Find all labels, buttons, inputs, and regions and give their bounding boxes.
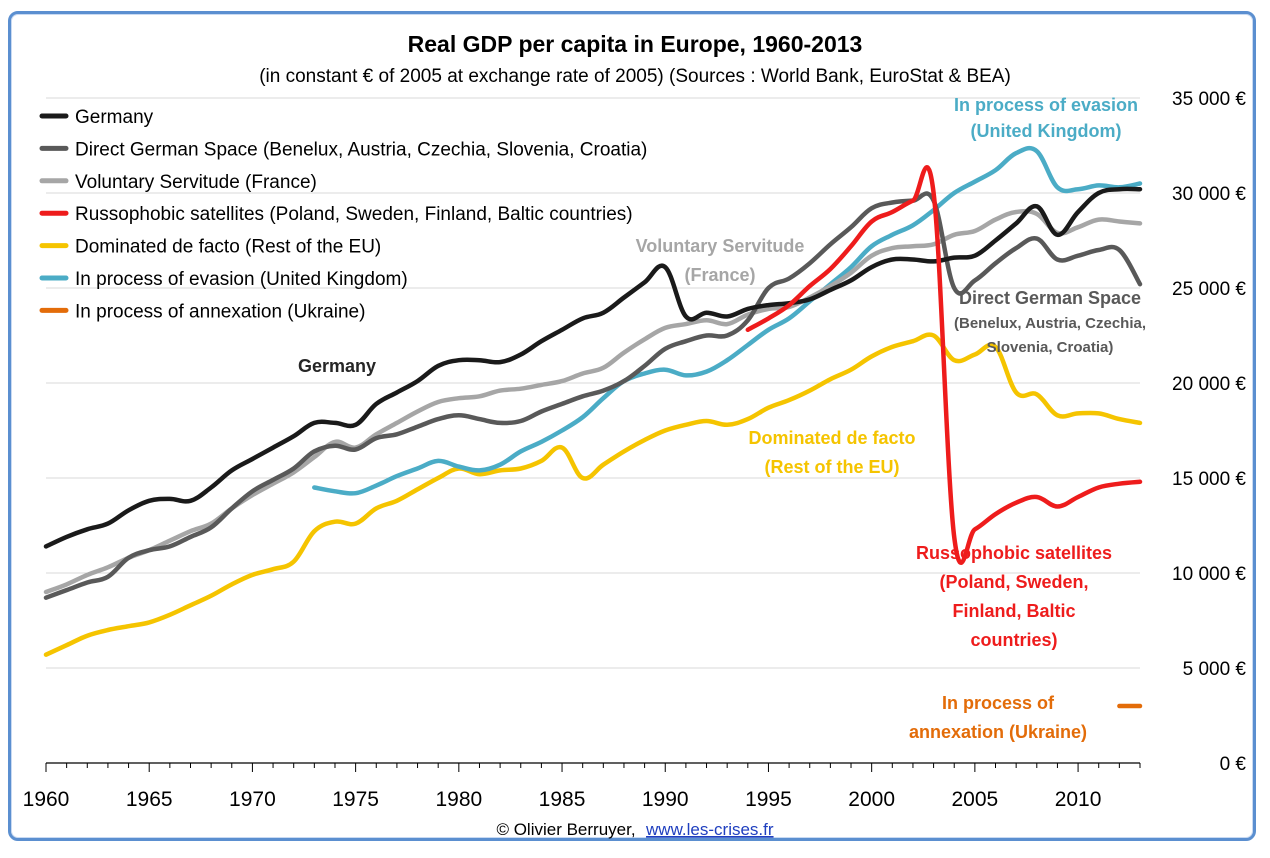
annotation-line: Slovenia, Croatia) bbox=[987, 339, 1114, 356]
series-line-5 bbox=[312, 145, 1143, 496]
gridlines bbox=[46, 97, 1140, 669]
x-tick-label: 2000 bbox=[848, 788, 895, 811]
annotation-line: countries) bbox=[970, 630, 1057, 650]
series-line-0 bbox=[43, 186, 1143, 549]
annotation-line: Russophobic satellites bbox=[916, 543, 1112, 563]
legend-label: In process of annexation (Ukraine) bbox=[75, 301, 365, 322]
annotation-line: Dominated de facto bbox=[748, 428, 915, 448]
y-tick-label: 10 000 € bbox=[1172, 564, 1246, 585]
annotation-line: Direct German Space bbox=[959, 288, 1141, 308]
x-tick-label: 2005 bbox=[952, 788, 999, 811]
x-tick-label: 1985 bbox=[539, 788, 586, 811]
x-tick-label: 1995 bbox=[745, 788, 792, 811]
annotation-line: Germany bbox=[298, 356, 376, 376]
annotation-line: (Rest of the EU) bbox=[765, 457, 900, 477]
annotation-label: Russophobic satellites (Poland, Sweden, Fi… bbox=[916, 543, 1112, 650]
annotation-line: Finland, Baltic bbox=[952, 601, 1075, 621]
chart-title: Real GDP per capita in Europe, 1960-2013 bbox=[408, 31, 863, 57]
credit-author: © Olivier Berruyer, bbox=[496, 820, 635, 839]
y-tick-label: 35 000 € bbox=[1172, 89, 1246, 110]
y-tick-label: 15 000 € bbox=[1172, 469, 1246, 490]
legend-label: In process of evasion (United Kingdom) bbox=[75, 269, 408, 290]
annotation-line: annexation (Ukraine) bbox=[909, 722, 1087, 742]
chart-frame bbox=[8, 11, 1256, 841]
series-line-4 bbox=[43, 332, 1143, 657]
annotation-line: Voluntary Servitude bbox=[636, 236, 805, 256]
annotation-line: (United Kingdom) bbox=[971, 121, 1122, 141]
annotation-line: (Benelux, Austria, Czechia, bbox=[954, 315, 1146, 332]
legend-label: Direct German Space (Benelux, Austria, C… bbox=[75, 139, 647, 160]
annotation-line: In process of evasion bbox=[954, 95, 1138, 115]
series-line-1 bbox=[43, 191, 1143, 600]
legend-label: Dominated de facto (Rest of the EU) bbox=[75, 237, 381, 258]
x-axis: 1960 1965 1970 1975 1980 1985 1990 1995 2000 2005… bbox=[23, 762, 1141, 811]
y-tick-label: 0 € bbox=[1220, 754, 1247, 775]
annotation-line: (France) bbox=[684, 265, 755, 285]
x-tick-label: 1970 bbox=[229, 788, 276, 811]
x-tick-label: 1965 bbox=[126, 788, 173, 811]
y-axis-ticks: 0 € 5 000 € 10 000 € 15 000 € 20 000 € 25 000… bbox=[1172, 89, 1246, 775]
y-tick-label: 25 000 € bbox=[1172, 279, 1246, 300]
y-tick-label: 5 000 € bbox=[1183, 659, 1247, 680]
credit-link[interactable]: www.les-crises.fr bbox=[645, 820, 774, 839]
y-tick-label: 30 000 € bbox=[1172, 184, 1246, 205]
x-tick-label: 1980 bbox=[435, 788, 482, 811]
x-tick-label: 2010 bbox=[1055, 788, 1102, 811]
annotation-label: Germany bbox=[298, 356, 376, 376]
credit-line: © Olivier Berruyer, www.les-crises.fr bbox=[496, 820, 773, 839]
series-lines bbox=[43, 145, 1143, 709]
annotation-label: In process of annexation (Ukraine) bbox=[909, 693, 1087, 742]
x-tick-label: 1960 bbox=[23, 788, 70, 811]
annotations: In process of evasion (United Kingdom) Vol… bbox=[298, 95, 1146, 742]
x-tick-label: 1975 bbox=[332, 788, 379, 811]
annotation-label: Direct German Space (Benelux, Austria, Cz… bbox=[954, 288, 1146, 356]
chart-subtitle: (in constant € of 2005 at exchange rate … bbox=[259, 66, 1011, 87]
annotation-label: Dominated de facto (Rest of the EU) bbox=[748, 428, 915, 477]
legend-label: Russophobic satellites (Poland, Sweden, … bbox=[75, 204, 633, 225]
annotation-label: Voluntary Servitude (France) bbox=[636, 236, 805, 285]
legend-label: Voluntary Servitude (France) bbox=[75, 172, 317, 193]
y-tick-label: 20 000 € bbox=[1172, 374, 1246, 395]
series-line-3 bbox=[745, 165, 1143, 565]
legend-label: Germany bbox=[75, 107, 154, 128]
annotation-line: In process of bbox=[942, 693, 1055, 713]
legend: Germany Direct German Space (Benelux, Aus… bbox=[39, 107, 647, 322]
x-tick-label: 1990 bbox=[642, 788, 689, 811]
annotation-line: (Poland, Sweden, bbox=[939, 572, 1088, 592]
annotation-label: In process of evasion (United Kingdom) bbox=[954, 95, 1138, 141]
